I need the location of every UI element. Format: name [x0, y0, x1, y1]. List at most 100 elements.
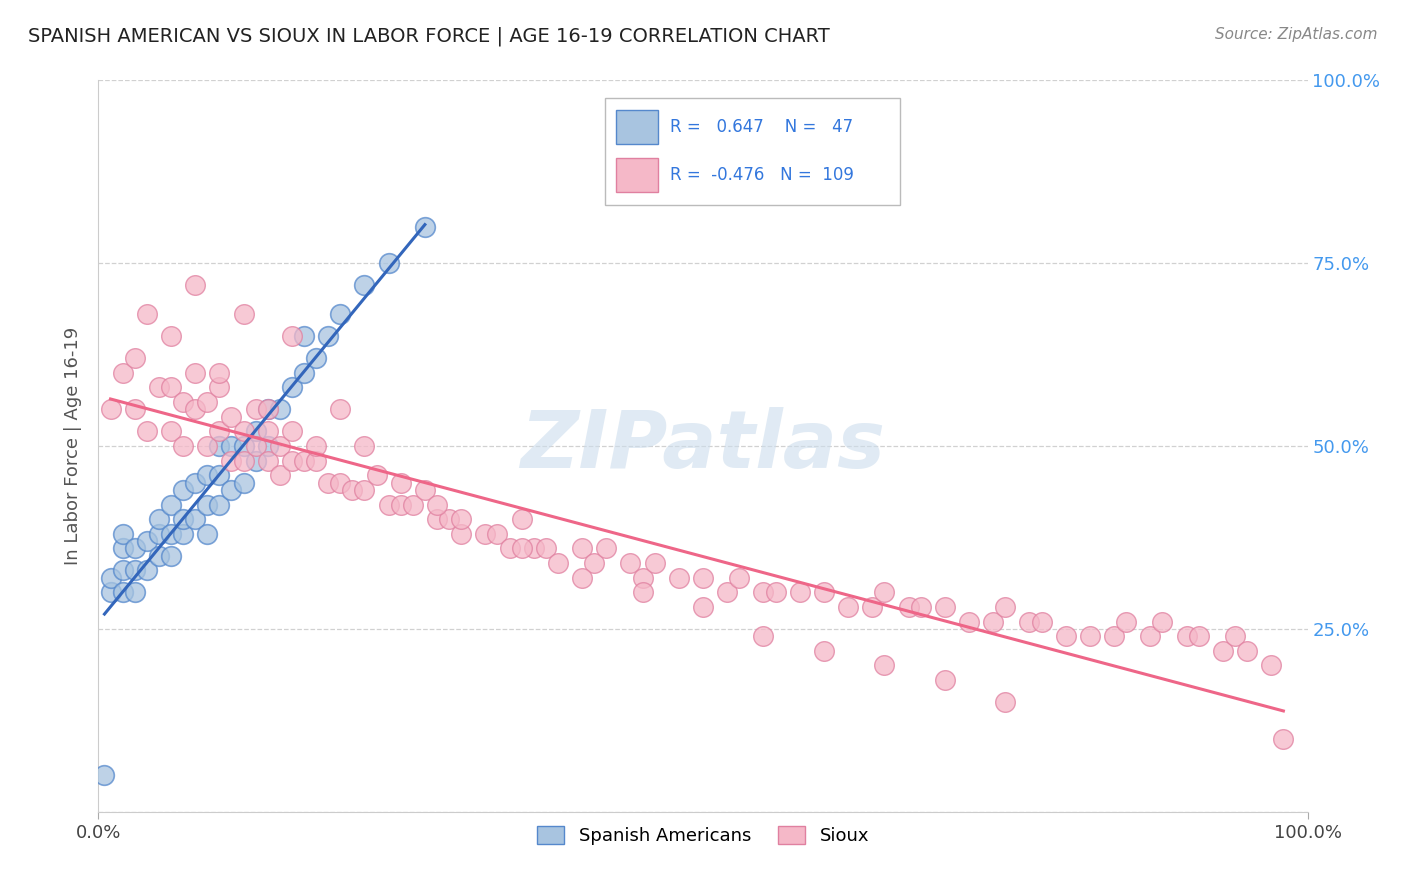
Point	[366, 468, 388, 483]
Point	[256, 439, 278, 453]
Point	[498, 541, 520, 556]
Point	[728, 571, 751, 585]
Point	[135, 307, 157, 321]
Point	[172, 526, 194, 541]
Point	[256, 425, 278, 439]
Point	[860, 599, 883, 614]
Point	[135, 534, 157, 549]
Point	[957, 615, 980, 629]
Point	[644, 556, 666, 570]
Point	[1102, 629, 1125, 643]
Point	[668, 571, 690, 585]
Point	[716, 585, 738, 599]
Point	[305, 351, 328, 366]
Point	[292, 453, 315, 467]
Point	[160, 380, 183, 394]
Point	[389, 498, 412, 512]
Point	[571, 541, 593, 556]
Point	[232, 307, 254, 321]
Point	[292, 329, 315, 343]
Point	[377, 498, 399, 512]
Point	[353, 439, 375, 453]
Point	[510, 512, 533, 526]
Point	[232, 425, 254, 439]
Point	[450, 512, 472, 526]
Point	[305, 439, 328, 453]
Point	[281, 380, 304, 394]
Point	[353, 278, 375, 293]
Point	[135, 425, 157, 439]
Point	[474, 526, 496, 541]
Point	[1260, 658, 1282, 673]
Point	[437, 512, 460, 526]
Point	[1115, 615, 1137, 629]
Point	[184, 402, 207, 417]
Point	[571, 571, 593, 585]
Point	[195, 395, 218, 409]
Point	[184, 366, 207, 380]
Point	[184, 475, 207, 490]
Point	[994, 695, 1017, 709]
FancyBboxPatch shape	[605, 98, 900, 205]
Point	[981, 615, 1004, 629]
Point	[221, 409, 243, 424]
Point	[426, 512, 449, 526]
Point	[100, 402, 122, 417]
Point	[450, 526, 472, 541]
Point	[1272, 731, 1295, 746]
Point	[1212, 644, 1234, 658]
Point	[100, 585, 122, 599]
Point	[195, 439, 218, 453]
Point	[221, 483, 243, 497]
Point	[256, 453, 278, 467]
Text: Source: ZipAtlas.com: Source: ZipAtlas.com	[1215, 27, 1378, 42]
Point	[305, 453, 328, 467]
Point	[426, 498, 449, 512]
Text: R =  -0.476   N =  109: R = -0.476 N = 109	[669, 166, 853, 184]
Point	[281, 453, 304, 467]
Point	[221, 439, 243, 453]
Legend: Spanish Americans, Sioux: Spanish Americans, Sioux	[529, 816, 877, 854]
Point	[148, 549, 170, 563]
Point	[377, 256, 399, 270]
Point	[752, 585, 775, 599]
Point	[124, 402, 146, 417]
Point	[208, 439, 231, 453]
Point	[897, 599, 920, 614]
Point	[692, 599, 714, 614]
Point	[1054, 629, 1077, 643]
Point	[595, 541, 617, 556]
Point	[523, 541, 546, 556]
Point	[292, 366, 315, 380]
Point	[208, 498, 231, 512]
Point	[100, 571, 122, 585]
Point	[994, 599, 1017, 614]
Point	[873, 585, 896, 599]
Point	[160, 526, 183, 541]
Point	[256, 402, 278, 417]
Point	[547, 556, 569, 570]
Point	[148, 512, 170, 526]
Point	[269, 402, 291, 417]
Text: ZIPatlas: ZIPatlas	[520, 407, 886, 485]
Point	[1018, 615, 1040, 629]
Point	[160, 549, 183, 563]
Point	[148, 526, 170, 541]
Point	[631, 585, 654, 599]
Point	[413, 483, 436, 497]
Point	[353, 483, 375, 497]
Point	[1031, 615, 1053, 629]
Point	[281, 425, 304, 439]
Point	[232, 453, 254, 467]
Point	[160, 329, 183, 343]
FancyBboxPatch shape	[616, 110, 658, 145]
Point	[256, 402, 278, 417]
Point	[1223, 629, 1246, 643]
Point	[124, 563, 146, 577]
Point	[208, 425, 231, 439]
Point	[111, 585, 134, 599]
FancyBboxPatch shape	[616, 158, 658, 193]
Point	[837, 599, 859, 614]
Point	[195, 468, 218, 483]
Point	[619, 556, 641, 570]
